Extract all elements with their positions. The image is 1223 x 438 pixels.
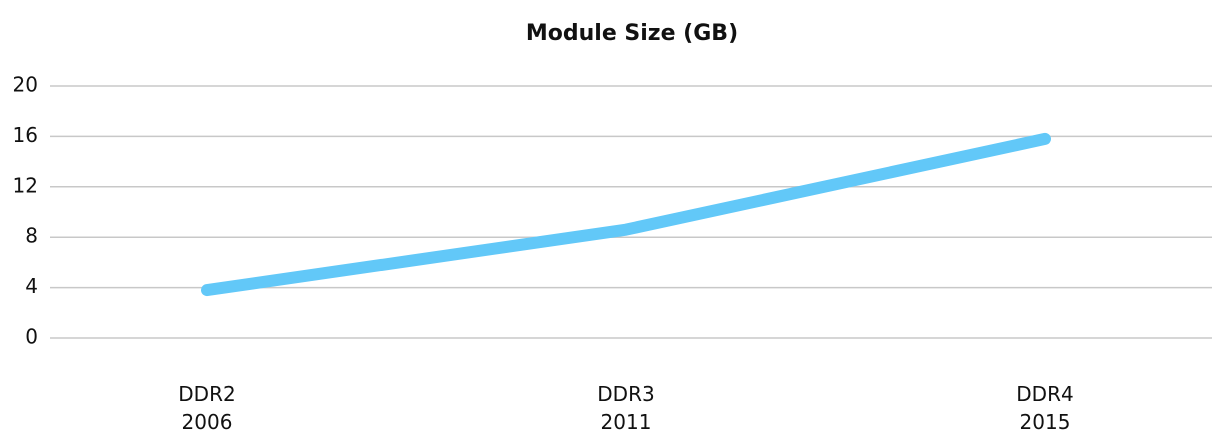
y-tick-label: 20 (13, 73, 38, 97)
x-tick-label: DDR2 2006 (178, 382, 236, 434)
y-tick-label: 4 (25, 274, 38, 298)
y-tick-label: 12 (13, 173, 38, 197)
y-tick-label: 16 (13, 123, 38, 147)
x-tick-label: DDR3 2011 (597, 382, 655, 434)
chart-title: Module Size (GB) (526, 21, 738, 46)
x-tick-label: DDR4 2015 (1016, 382, 1074, 434)
y-tick-label: 8 (25, 224, 38, 248)
y-tick-label: 0 (25, 325, 38, 349)
line (201, 132, 1051, 297)
